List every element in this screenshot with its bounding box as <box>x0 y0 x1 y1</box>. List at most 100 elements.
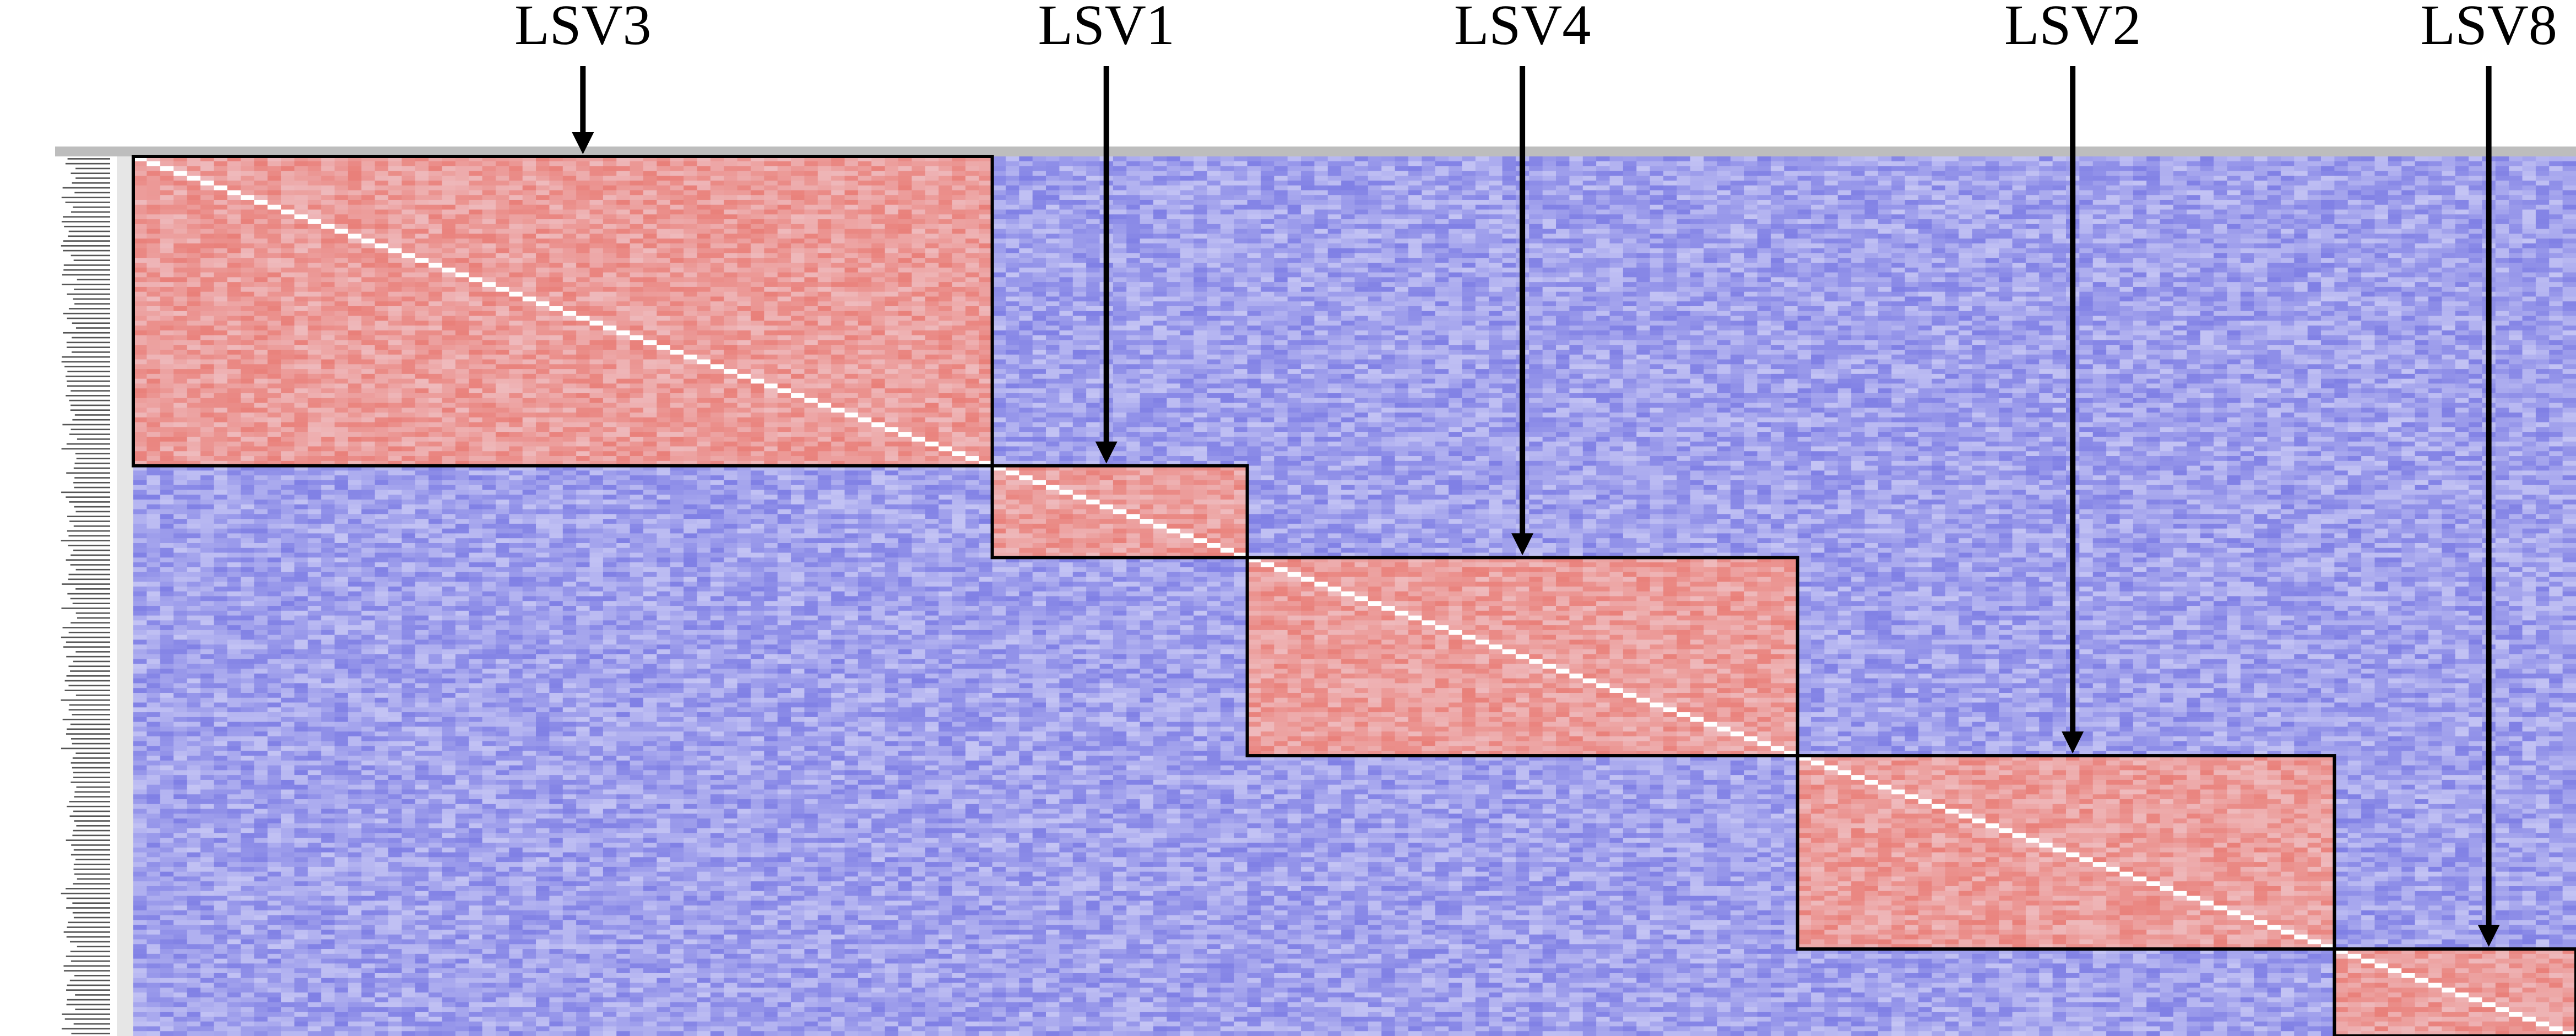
heatmap-cell <box>925 205 939 210</box>
heatmap-cell <box>778 176 791 181</box>
heatmap-cell <box>2160 214 2174 219</box>
heatmap-cell <box>831 166 845 171</box>
heatmap-cell <box>1596 210 1610 215</box>
heatmap-cell <box>885 200 899 205</box>
heatmap-cell <box>804 186 818 191</box>
heatmap-cell <box>2173 200 2187 205</box>
heatmap-cell <box>1878 195 1892 200</box>
heatmap-cell <box>1758 200 1771 205</box>
heatmap-cell <box>2268 156 2281 161</box>
heatmap-cell <box>1636 200 1650 205</box>
heatmap-cell <box>402 205 415 210</box>
heatmap-cell <box>1704 156 1717 161</box>
heatmap-cell <box>2549 176 2563 181</box>
heatmap-cell <box>2496 186 2509 191</box>
heatmap-cell <box>1046 205 1060 210</box>
lsv-label: LSV1 <box>1038 0 1174 57</box>
heatmap-cell <box>2133 214 2147 219</box>
heatmap-cell <box>1261 219 1275 224</box>
heatmap-cell <box>321 205 335 210</box>
heatmap-cell <box>871 166 885 171</box>
heatmap-cell <box>697 214 711 219</box>
heatmap-cell <box>764 186 778 191</box>
heatmap-cell <box>603 205 617 210</box>
heatmap-cell <box>2173 171 2187 176</box>
heatmap-cell <box>1167 186 1180 191</box>
heatmap-cell <box>590 214 604 219</box>
heatmap-cell <box>1986 219 1999 224</box>
heatmap-cell <box>858 214 872 219</box>
heatmap-cell <box>1435 156 1449 161</box>
lsv-label: LSV3 <box>514 0 651 57</box>
heatmap-cell <box>2214 186 2227 191</box>
heatmap-cell <box>375 161 389 166</box>
heatmap-cell <box>2536 195 2550 200</box>
heatmap-cell <box>885 219 899 224</box>
heatmap-cell <box>1180 205 1194 210</box>
heatmap-cell <box>1636 210 1650 215</box>
heatmap-cell <box>1153 190 1167 195</box>
heatmap-cell <box>1381 205 1395 210</box>
heatmap-cell <box>563 214 577 219</box>
heatmap-cell <box>871 161 885 166</box>
heatmap-cell <box>402 200 415 205</box>
heatmap-cell <box>1986 190 1999 195</box>
heatmap-cell <box>1677 166 1690 171</box>
heatmap-cell <box>2321 214 2335 219</box>
heatmap-cell <box>2455 156 2469 161</box>
heatmap-cell <box>885 161 899 166</box>
heatmap-cell <box>778 200 791 205</box>
heatmap-cell <box>751 176 764 181</box>
heatmap-cell <box>2428 161 2442 166</box>
heatmap-cell <box>912 195 925 200</box>
heatmap-cell <box>2281 219 2295 224</box>
heatmap-cell <box>375 166 389 171</box>
heatmap-cell <box>2294 161 2308 166</box>
heatmap-cell <box>2227 161 2241 166</box>
heatmap-cell <box>2227 176 2241 181</box>
heatmap-cell <box>1167 161 1180 166</box>
heatmap-cell <box>1328 190 1342 195</box>
heatmap-cell <box>1476 190 1489 195</box>
heatmap-cell <box>1784 200 1798 205</box>
heatmap-cell <box>1503 176 1516 181</box>
heatmap-cell <box>1663 186 1677 191</box>
heatmap-cell <box>388 181 402 186</box>
heatmap-cell <box>1355 190 1369 195</box>
heatmap-cell <box>2133 156 2147 161</box>
heatmap-cell <box>442 186 455 191</box>
heatmap-cell <box>509 200 523 205</box>
heatmap-cell <box>576 214 590 219</box>
heatmap-cell <box>630 166 644 171</box>
heatmap-cell <box>2079 166 2093 171</box>
heatmap-cell <box>764 161 778 166</box>
heatmap-cell <box>2227 219 2241 224</box>
heatmap-cell <box>442 205 455 210</box>
heatmap-cell <box>1690 190 1704 195</box>
heatmap-cell <box>1758 219 1771 224</box>
heatmap-cell <box>1207 186 1221 191</box>
heatmap-cell <box>2187 166 2200 171</box>
heatmap-cell <box>1449 181 1462 186</box>
heatmap-cell <box>335 171 349 176</box>
heatmap-cell <box>1623 195 1637 200</box>
heatmap-cell <box>1408 219 1422 224</box>
heatmap-cell <box>1569 200 1583 205</box>
heatmap-cell <box>147 210 160 215</box>
heatmap-cell <box>603 166 617 171</box>
heatmap-cell <box>2334 195 2348 200</box>
heatmap-cell <box>1945 205 1959 210</box>
heatmap-cell <box>2119 214 2133 219</box>
heatmap-cell <box>1073 214 1087 219</box>
heatmap-cell <box>2106 210 2120 215</box>
heatmap-cell <box>1248 200 1261 205</box>
heatmap-cell <box>1851 190 1865 195</box>
heatmap-cell <box>885 176 899 181</box>
heatmap-cell <box>1704 210 1717 215</box>
heatmap-cell <box>2039 166 2053 171</box>
heatmap-cell <box>845 171 859 176</box>
heatmap-cell <box>294 161 308 166</box>
heatmap-cell <box>1864 200 1878 205</box>
heatmap-cell <box>1945 186 1959 191</box>
heatmap-cell <box>2442 166 2455 171</box>
